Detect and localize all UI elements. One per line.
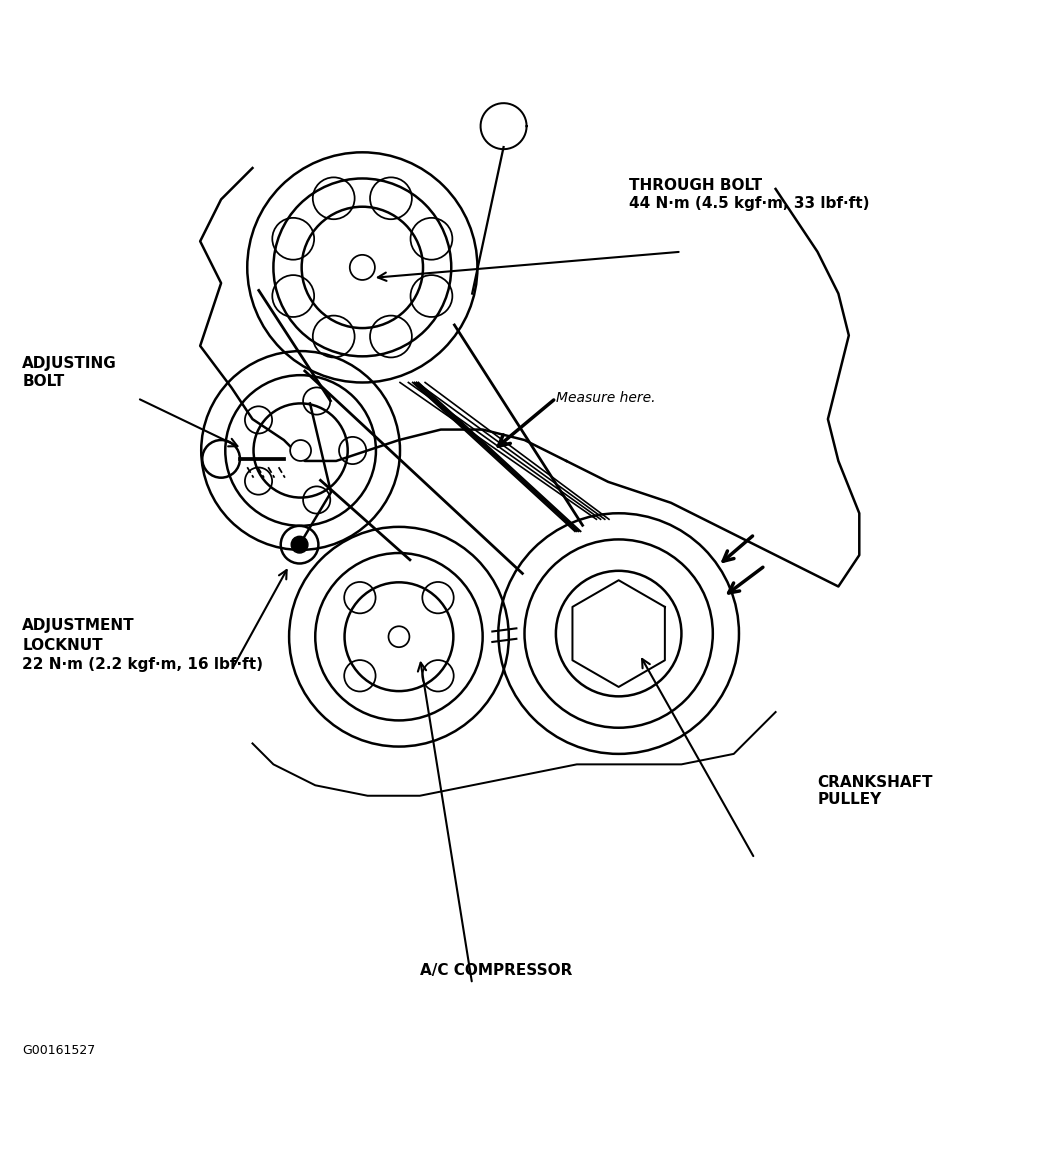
Circle shape (349, 255, 374, 280)
Text: THROUGH BOLT
44 N·m (4.5 kgf·m, 33 lbf·ft): THROUGH BOLT 44 N·m (4.5 kgf·m, 33 lbf·f… (629, 178, 870, 211)
Text: ADJUSTING
BOLT: ADJUSTING BOLT (22, 357, 117, 388)
Circle shape (388, 626, 409, 647)
Circle shape (292, 536, 308, 552)
Text: Measure here.: Measure here. (556, 391, 656, 405)
Circle shape (291, 440, 312, 461)
Text: ADJUSTMENT
LOCKNUT
22 N·m (2.2 kgf·m, 16 lbf·ft): ADJUSTMENT LOCKNUT 22 N·m (2.2 kgf·m, 16… (22, 618, 263, 672)
Text: CRANKSHAFT
PULLEY: CRANKSHAFT PULLEY (817, 775, 933, 807)
Text: G00161527: G00161527 (22, 1044, 95, 1057)
Text: A/C COMPRESSOR: A/C COMPRESSOR (420, 963, 573, 978)
